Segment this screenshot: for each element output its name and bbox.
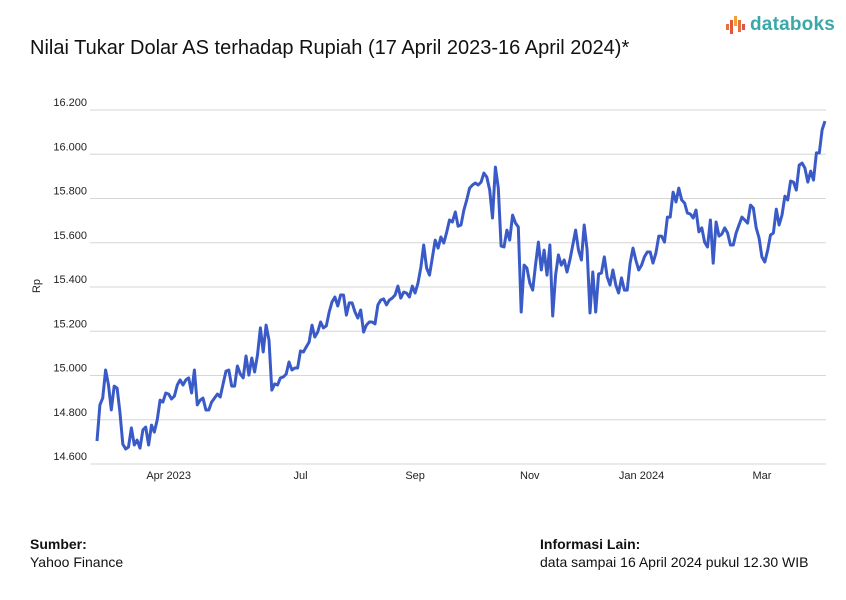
x-tick-label: Apr 2023 — [146, 470, 191, 482]
y-tick-label: 15.400 — [53, 274, 87, 286]
info-block: Informasi Lain: data sampai 16 April 202… — [540, 536, 809, 570]
x-tick-label: Mar — [752, 470, 771, 482]
source-block: Sumber: Yahoo Finance — [30, 536, 123, 570]
y-tick-label: 16.000 — [53, 141, 87, 153]
source-label: Sumber: — [30, 536, 87, 552]
logo-bar — [734, 16, 737, 26]
logo-bar — [742, 24, 745, 30]
y-tick-label: 16.200 — [53, 97, 87, 109]
logo-text: databoks — [750, 14, 836, 35]
chart-title: Nilai Tukar Dolar AS terhadap Rupiah (17… — [30, 37, 630, 59]
databoks-logo[interactable]: databoks — [726, 14, 835, 36]
logo-bar — [738, 20, 741, 32]
source-value: Yahoo Finance — [30, 554, 124, 570]
y-axis-label: Rp — [31, 279, 43, 293]
logo-bars-icon — [726, 16, 745, 34]
y-tick-label: 14.800 — [53, 407, 87, 419]
y-tick-label: 15.000 — [53, 363, 87, 375]
x-tick-label: Jan 2024 — [619, 470, 664, 482]
info-value: data sampai 16 April 2024 pukul 12.30 WI… — [540, 554, 809, 570]
x-tick-label: Sep — [405, 470, 425, 482]
y-tick-label: 15.800 — [53, 186, 87, 198]
y-tick-label: 15.200 — [53, 318, 87, 330]
x-tick-label: Jul — [293, 470, 307, 482]
x-tick-label: Nov — [520, 470, 540, 482]
y-tick-label: 14.600 — [53, 451, 87, 463]
y-tick-label: 15.600 — [53, 230, 87, 242]
series-line-usd-idr — [95, 120, 827, 451]
logo-bar — [730, 20, 733, 34]
logo-bar — [726, 24, 729, 30]
info-label: Informasi Lain: — [540, 536, 641, 552]
